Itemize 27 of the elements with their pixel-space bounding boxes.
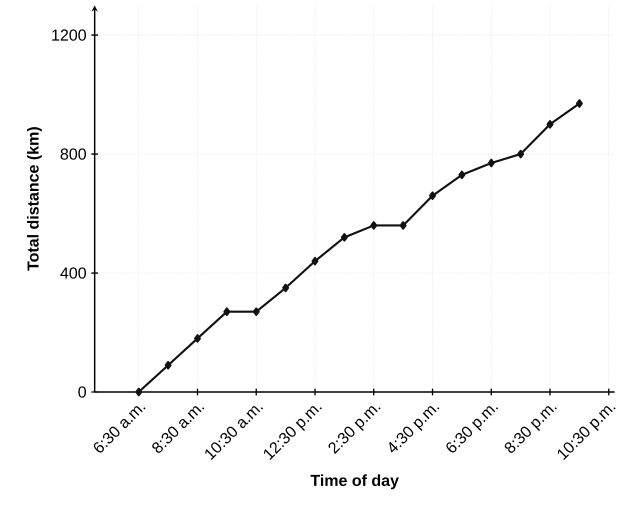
point	[488, 158, 495, 168]
x-tick-label: 6:30 a.m.	[94, 406, 146, 452]
point	[252, 307, 260, 316]
point	[223, 307, 230, 316]
point	[312, 256, 318, 266]
y-tick-label: 1200	[52, 29, 86, 41]
point	[429, 191, 436, 200]
point	[194, 334, 201, 343]
point	[546, 120, 554, 129]
x-tick-label: 6:30 p.m.	[446, 406, 498, 452]
point	[370, 221, 378, 230]
x-axis-title: Time of day	[310, 474, 399, 490]
point	[340, 233, 348, 242]
point	[576, 99, 583, 108]
x-tick-label: 8:30 a.m.	[152, 406, 204, 453]
y-axis-title: Total distance (km)	[26, 127, 42, 271]
point	[135, 388, 142, 396]
y-tick-label: 800	[60, 148, 86, 160]
y-tick-label: 400	[60, 267, 86, 279]
point	[282, 284, 290, 292]
y-tick-label: 0	[78, 386, 86, 398]
x-tick-label: 8:30 p.m.	[504, 406, 557, 453]
point	[164, 360, 172, 370]
point	[400, 221, 407, 230]
point	[458, 170, 466, 180]
x-tick-label: 4:30 p.m.	[389, 406, 440, 453]
point	[517, 150, 524, 158]
